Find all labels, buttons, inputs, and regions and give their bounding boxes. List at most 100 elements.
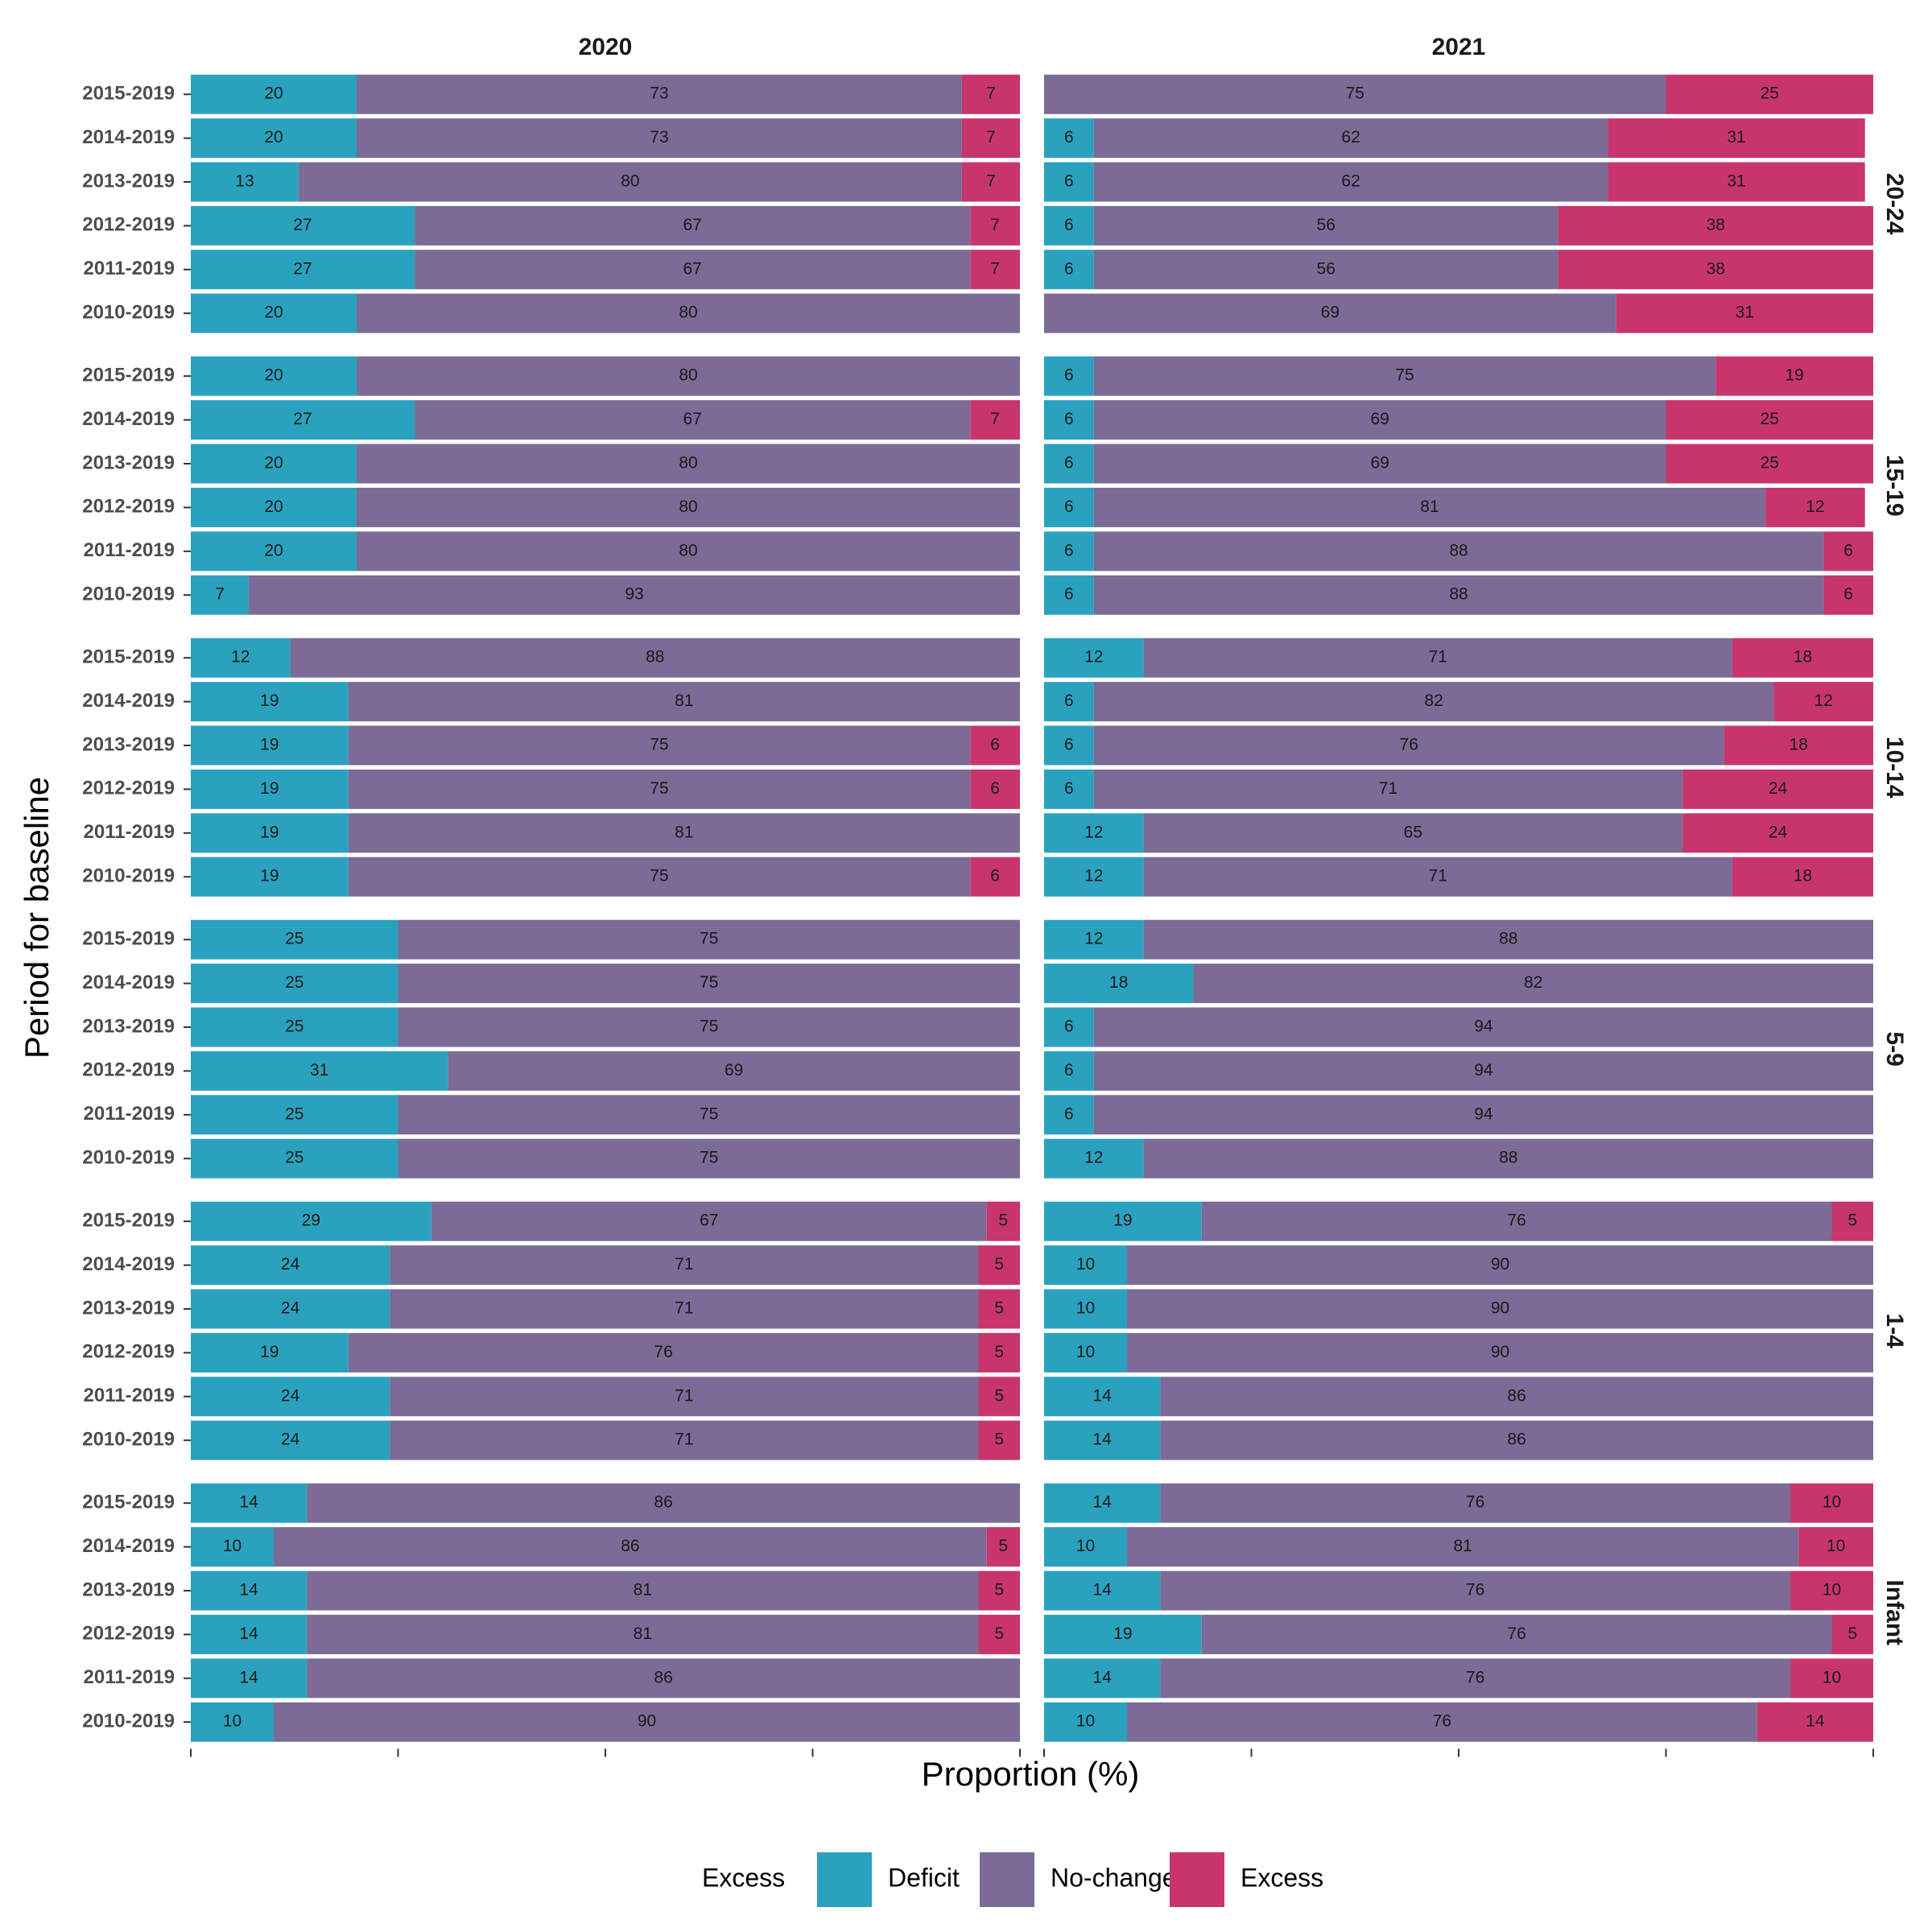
bar-value-label: 71	[1379, 779, 1397, 798]
bar-value-label: 19	[260, 779, 279, 798]
bar-value-label: 12	[1084, 823, 1103, 841]
y-tick-label: 2015-2019	[82, 83, 175, 105]
bar-value-label: 6	[1064, 1061, 1074, 1080]
y-tick-label: 2010-2019	[82, 302, 175, 324]
bar-value-label: 27	[293, 259, 312, 278]
y-tick-label: 2013-2019	[82, 170, 175, 192]
bar-segment-no-change	[307, 1483, 1020, 1523]
row-strip-infant: Infant	[1881, 1579, 1908, 1645]
bar-segment-no-change	[357, 487, 1020, 527]
bar-value-label: 67	[683, 216, 701, 234]
row-strip-15-19: 15-19	[1881, 455, 1908, 517]
bar-segment-excess	[1558, 205, 1873, 246]
bar-value-label: 19	[260, 1343, 279, 1361]
bar-segment-no-change	[1201, 1614, 1832, 1654]
y-tick-label: 2011-2019	[84, 258, 175, 279]
bar-value-label: 25	[285, 973, 303, 992]
row-strip-20-24: 20-24	[1881, 173, 1908, 235]
bar-segment-deficit	[191, 1702, 274, 1742]
bar-value-label: 24	[1769, 823, 1788, 841]
column-strip-2020: 2020	[579, 34, 633, 60]
bar-value-label: 10	[1076, 1712, 1095, 1731]
bar-segment-no-change	[390, 1289, 979, 1329]
bar-value-label: 12	[1806, 497, 1824, 516]
bar-value-label: 20	[264, 497, 283, 516]
y-tick-label: 2012-2019	[82, 778, 175, 799]
bar-value-label: 14	[239, 1493, 258, 1512]
bar-value-label: 12	[1084, 867, 1103, 886]
bar-value-label: 20	[264, 454, 283, 473]
bar-value-label: 81	[634, 1581, 652, 1600]
bar-segment-deficit	[191, 1571, 308, 1611]
bar-value-label: 71	[675, 1299, 693, 1318]
bar-segment-no-change	[1093, 250, 1558, 290]
bar-segment-deficit	[191, 682, 349, 722]
bar-value-label: 5	[1847, 1212, 1857, 1230]
bar-value-label: 80	[679, 541, 697, 559]
bar-value-label: 75	[650, 779, 668, 798]
bar-segment-no-change	[1093, 444, 1666, 484]
bar-segment-no-change	[1093, 162, 1608, 202]
y-tick-label: 2015-2019	[82, 928, 175, 950]
bar-value-label: 73	[650, 85, 668, 103]
bar-value-label: 13	[235, 172, 254, 191]
bar-segment-deficit	[1044, 1095, 1094, 1135]
bar-value-label: 25	[285, 930, 303, 948]
legend-label-excess: Excess	[1241, 1863, 1323, 1892]
bar-value-label: 10	[1076, 1255, 1095, 1274]
bar-segment-deficit	[1044, 1201, 1202, 1241]
bar-segment-no-change	[1093, 356, 1716, 396]
bar-segment-no-change	[1093, 205, 1558, 246]
bar-segment-excess	[1608, 118, 1865, 159]
bar-segment-deficit	[191, 1527, 274, 1567]
bar-segment-excess	[1666, 444, 1873, 484]
bar-segment-excess	[1608, 162, 1865, 202]
bar-segment-deficit	[191, 1051, 448, 1091]
bar-value-label: 75	[700, 930, 718, 948]
bar-value-label: 24	[281, 1386, 300, 1405]
bar-value-label: 25	[285, 1018, 303, 1036]
bar-segment-no-change	[357, 444, 1020, 484]
bar-value-label: 25	[1761, 85, 1779, 103]
bar-value-label: 5	[994, 1299, 1004, 1318]
bar-segment-no-change	[415, 205, 971, 246]
bar-segment-no-change	[398, 1138, 1020, 1179]
bar-value-label: 19	[260, 823, 279, 841]
bar-segment-no-change	[1160, 1571, 1790, 1611]
bar-value-label: 7	[986, 128, 996, 147]
bar-value-label: 25	[285, 1104, 303, 1123]
y-tick-label: 2013-2019	[82, 1015, 175, 1037]
bar-segment-no-change	[307, 1614, 979, 1654]
bar-segment-excess	[1790, 1658, 1873, 1699]
bar-value-label: 93	[625, 585, 643, 604]
bar-value-label: 76	[654, 1343, 672, 1361]
y-tick-label: 2012-2019	[82, 496, 175, 518]
y-tick-label: 2015-2019	[82, 1492, 175, 1513]
bar-value-label: 69	[1370, 454, 1389, 473]
y-tick-label: 2010-2019	[82, 865, 175, 887]
bar-value-label: 75	[700, 1018, 718, 1036]
bar-segment-no-change	[1093, 1051, 1873, 1091]
bar-value-label: 81	[675, 691, 693, 710]
bar-value-label: 6	[1064, 736, 1074, 754]
bar-value-label: 19	[260, 736, 279, 754]
bar-segment-no-change	[1143, 857, 1732, 897]
bar-segment-deficit	[1044, 250, 1094, 290]
bar-segment-deficit	[191, 1095, 398, 1135]
bar-segment-deficit	[191, 1614, 308, 1654]
bar-segment-deficit	[1044, 1289, 1127, 1329]
y-tick-label: 2013-2019	[82, 452, 175, 473]
bar-segment-no-change	[274, 1527, 987, 1567]
bar-value-label: 76	[1400, 736, 1418, 754]
bar-value-label: 6	[990, 779, 1000, 798]
bar-value-label: 71	[675, 1430, 693, 1449]
bar-value-label: 10	[1823, 1668, 1841, 1686]
bar-segment-deficit	[191, 487, 357, 527]
bar-segment-deficit	[1044, 769, 1094, 809]
bar-segment-excess	[1666, 400, 1873, 440]
bar-value-label: 75	[1395, 366, 1414, 385]
bar-segment-deficit	[191, 1420, 390, 1460]
bar-value-label: 6	[1064, 259, 1074, 278]
bar-value-label: 10	[1076, 1343, 1095, 1361]
bar-segment-deficit	[191, 1007, 398, 1047]
